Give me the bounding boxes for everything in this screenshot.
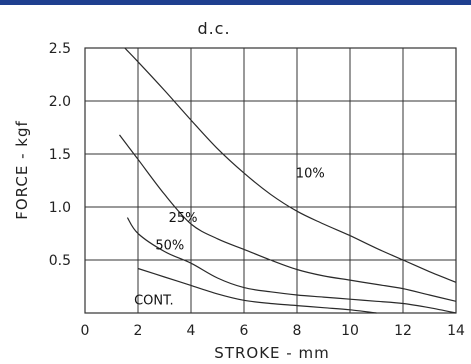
series-line-3 <box>137 267 377 314</box>
y-tick-label: 2.0 <box>49 94 71 110</box>
y-tick-labels: 0.5 1.0 1.5 2.0 2.5 <box>49 41 71 269</box>
chart-title: d.c. <box>197 19 230 38</box>
y-tick-label: 1.0 <box>49 200 71 216</box>
series-line-0 <box>124 47 457 283</box>
x-axis-label: STROKE - mm <box>214 344 329 362</box>
x-tick-label: 6 <box>240 323 249 339</box>
series-label: 50% <box>155 238 184 253</box>
x-tick-label: 4 <box>187 323 196 339</box>
series-labels: 10% 25% 50% CONT. <box>134 166 325 308</box>
x-tick-label: 0 <box>81 323 90 339</box>
x-tick-label: 8 <box>293 323 302 339</box>
y-tick-label: 0.5 <box>49 253 71 269</box>
series-label: 25% <box>169 211 198 226</box>
series-line-2 <box>126 217 457 314</box>
y-tick-label: 1.5 <box>49 147 71 163</box>
series-label: 10% <box>296 166 325 181</box>
series-label: CONT. <box>134 294 174 309</box>
series-line-1 <box>119 134 457 302</box>
y-tick-label: 2.5 <box>49 41 71 57</box>
x-tick-label: 10 <box>341 323 359 339</box>
plot-frame <box>84 47 457 314</box>
header-banner <box>0 0 471 5</box>
x-tick-label: 2 <box>134 323 143 339</box>
series-group <box>119 47 457 314</box>
x-tick-label: 12 <box>394 323 412 339</box>
grid-lines <box>84 47 457 314</box>
y-axis-label: FORCE - kgf <box>13 120 31 220</box>
x-tick-labels: 0 2 4 6 8 10 12 14 <box>81 323 465 339</box>
x-tick-label: 14 <box>447 323 465 339</box>
